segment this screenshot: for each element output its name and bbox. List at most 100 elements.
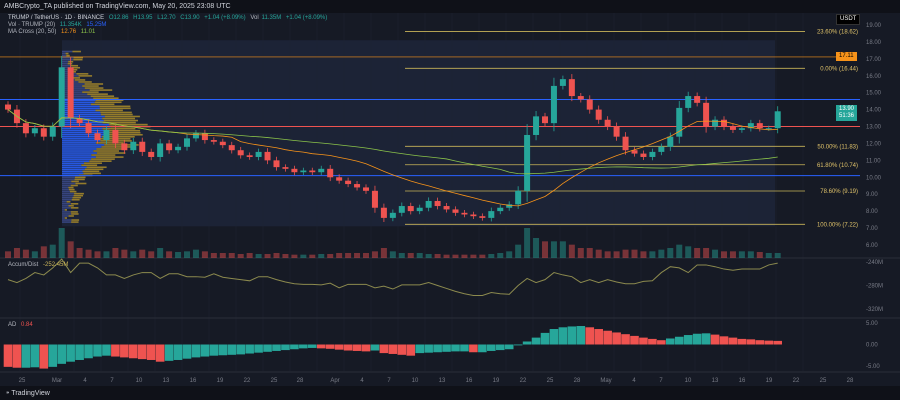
- volume-bar: [103, 251, 109, 258]
- ad-histogram-bar: [13, 345, 22, 368]
- volume-bar: [175, 252, 181, 258]
- ad-histogram-bar: [469, 345, 478, 353]
- volume-bar: [372, 251, 378, 258]
- volume-bar: [408, 253, 414, 258]
- candle-body: [426, 201, 432, 208]
- ad-histogram-bar: [389, 345, 398, 354]
- candle-body: [587, 99, 593, 109]
- volume-profile-bar-buy: [62, 195, 74, 197]
- candle-body: [390, 213, 396, 218]
- ad-histogram-bar: [254, 345, 263, 353]
- candle-body: [649, 152, 655, 157]
- ad-histogram-bar: [496, 345, 505, 351]
- volume-profile-bar-buy: [62, 63, 68, 65]
- ad-histogram-bar: [138, 345, 147, 360]
- ohlc-close: C13.90: [180, 15, 199, 21]
- currency-badge[interactable]: USDT: [836, 14, 860, 25]
- candle-body: [497, 208, 503, 211]
- volume-profile-bar-sell: [71, 213, 78, 215]
- price-tick: 7.00: [866, 226, 878, 232]
- time-tick: 22: [244, 378, 251, 384]
- ad-histogram-bar: [272, 345, 281, 351]
- ad-histogram-bar: [523, 341, 532, 344]
- volume-profile-bar-sell: [84, 162, 102, 164]
- candle-body: [640, 154, 646, 157]
- price-tick: 13.00: [866, 125, 882, 131]
- volume-profile-bar-sell: [69, 215, 74, 217]
- volume-bar: [676, 245, 682, 258]
- volume-profile-bar-buy: [62, 201, 67, 203]
- volume-bar: [363, 253, 369, 258]
- accum-label[interactable]: Accum/Dist: [8, 262, 38, 268]
- candle-body: [578, 96, 584, 99]
- ad-histogram-bar: [406, 345, 415, 356]
- volume-profile-bar-sell: [97, 148, 125, 150]
- time-tick: 25: [820, 378, 827, 384]
- ad-histogram-bar: [773, 341, 782, 345]
- ad-histogram-bar: [442, 345, 451, 352]
- ad-label[interactable]: AD: [8, 322, 16, 328]
- volume-bar: [685, 246, 691, 258]
- volume-profile-bar-sell: [100, 112, 131, 114]
- fib-label: 61.80% (10.74): [817, 163, 858, 169]
- volume-profile-bar-sell: [76, 73, 88, 75]
- chart-canvas[interactable]: 19.00 18.00 17.00 16.00 15.00 14.00 13.00 12.00…: [0, 13, 900, 386]
- ad-histogram-bar: [747, 339, 756, 344]
- candle-body: [148, 152, 154, 157]
- time-tick: 16: [190, 378, 197, 384]
- volume-profile-bar-buy: [62, 166, 87, 168]
- fib-label: 23.60% (18.62): [817, 29, 858, 35]
- volume-profile-bar-buy: [62, 183, 75, 185]
- volume-bar: [542, 241, 548, 258]
- volume-bar: [157, 248, 163, 258]
- candle-body: [757, 123, 763, 128]
- volume-profile-bar-sell: [102, 118, 135, 120]
- ad-histogram-bar: [31, 345, 40, 368]
- symbol-label[interactable]: TRUMP / TetherUS · 1D · BINANCE: [8, 15, 104, 21]
- volume-profile-bar-buy: [62, 55, 66, 57]
- ad-histogram-bar: [192, 345, 201, 358]
- ohlc-open: O12.86: [109, 15, 129, 21]
- candle-body: [614, 127, 620, 137]
- candle-body: [86, 123, 92, 133]
- volume-profile-bar-sell: [72, 51, 81, 53]
- time-tick: 28: [847, 378, 854, 384]
- ad-histogram-bar: [48, 345, 57, 367]
- ohlc-change: +1.04 (+8.09%): [204, 15, 245, 21]
- vol-ma-label[interactable]: Vol · TRUMP (20): [8, 22, 55, 28]
- ad-histogram-bar: [702, 333, 711, 344]
- volume-bar: [632, 250, 638, 258]
- volume-profile-bar-sell: [71, 211, 78, 213]
- volume-bar: [265, 254, 271, 258]
- volume-bar: [112, 248, 118, 258]
- volume-bar: [327, 254, 333, 258]
- volume-profile-bar-buy: [62, 193, 74, 195]
- ad-tick: 0.00: [866, 343, 878, 349]
- ad-histogram-bar: [120, 345, 129, 358]
- candle-body: [560, 79, 566, 86]
- candle-body: [103, 130, 109, 140]
- ad-histogram-bar: [451, 345, 460, 352]
- candle-body: [50, 127, 56, 137]
- volume-profile-bar-buy: [62, 51, 72, 53]
- volume-bar: [757, 252, 763, 258]
- candle-body: [667, 137, 673, 147]
- volume-bar: [605, 251, 611, 258]
- volume-bar: [184, 251, 190, 258]
- volume-bar: [32, 251, 38, 258]
- tradingview-logo[interactable]: ⁍ TradingView: [6, 390, 50, 397]
- ad-histogram-bar: [550, 329, 559, 344]
- volume-profile-bar-sell: [85, 168, 104, 170]
- volume-profile-bar-buy: [62, 150, 93, 152]
- time-tick: Apr: [330, 378, 339, 384]
- time-tick: 22: [793, 378, 800, 384]
- ma-label[interactable]: MA Cross (20, 50): [8, 29, 56, 35]
- volume-bar: [399, 253, 405, 258]
- ohlc-high: H13.95: [133, 15, 152, 21]
- ma20-value: 12.76: [61, 29, 76, 35]
- candle-body: [596, 110, 602, 120]
- volume-bar: [354, 253, 360, 258]
- volume-profile-bar-sell: [66, 55, 69, 57]
- candle-body: [175, 147, 181, 150]
- ad-histogram-bar: [657, 340, 666, 344]
